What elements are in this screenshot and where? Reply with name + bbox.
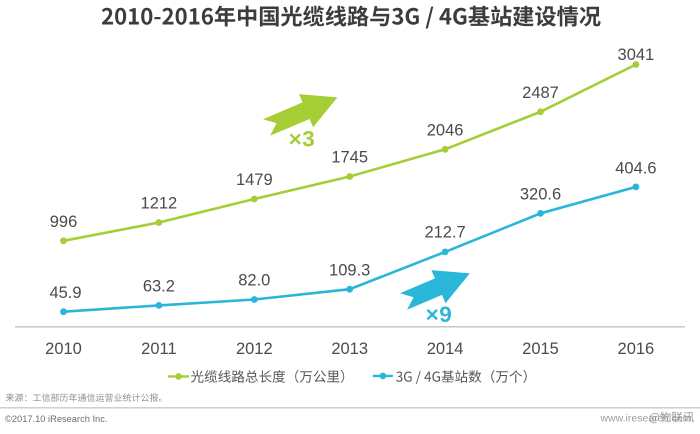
- svg-text:1479: 1479: [236, 171, 273, 189]
- svg-text:2013: 2013: [331, 340, 368, 358]
- svg-text:3041: 3041: [618, 46, 655, 64]
- svg-text:109.3: 109.3: [329, 261, 370, 279]
- svg-text:320.6: 320.6: [520, 186, 561, 204]
- svg-text:2014: 2014: [427, 340, 464, 358]
- svg-text:×3: ×3: [289, 127, 316, 152]
- svg-text:82.0: 82.0: [238, 272, 270, 290]
- svg-text:404.6: 404.6: [615, 159, 656, 177]
- svg-text:2012: 2012: [236, 340, 273, 358]
- svg-text:2487: 2487: [522, 84, 559, 102]
- svg-text:1212: 1212: [141, 195, 178, 213]
- svg-text:2016: 2016: [618, 340, 655, 358]
- svg-text:×9: ×9: [426, 302, 453, 327]
- svg-text:63.2: 63.2: [143, 278, 175, 296]
- svg-text:2010: 2010: [45, 340, 82, 358]
- svg-text:996: 996: [50, 213, 78, 231]
- svg-text:45.9: 45.9: [49, 284, 81, 302]
- svg-text:©2017.10 iResearch Inc.: ©2017.10 iResearch Inc.: [5, 414, 107, 424]
- svg-text:2015: 2015: [522, 340, 559, 358]
- svg-text:1745: 1745: [331, 149, 368, 167]
- svg-text:2011: 2011: [141, 340, 176, 358]
- svg-text:2046: 2046: [427, 122, 464, 140]
- svg-text:212.7: 212.7: [424, 224, 465, 242]
